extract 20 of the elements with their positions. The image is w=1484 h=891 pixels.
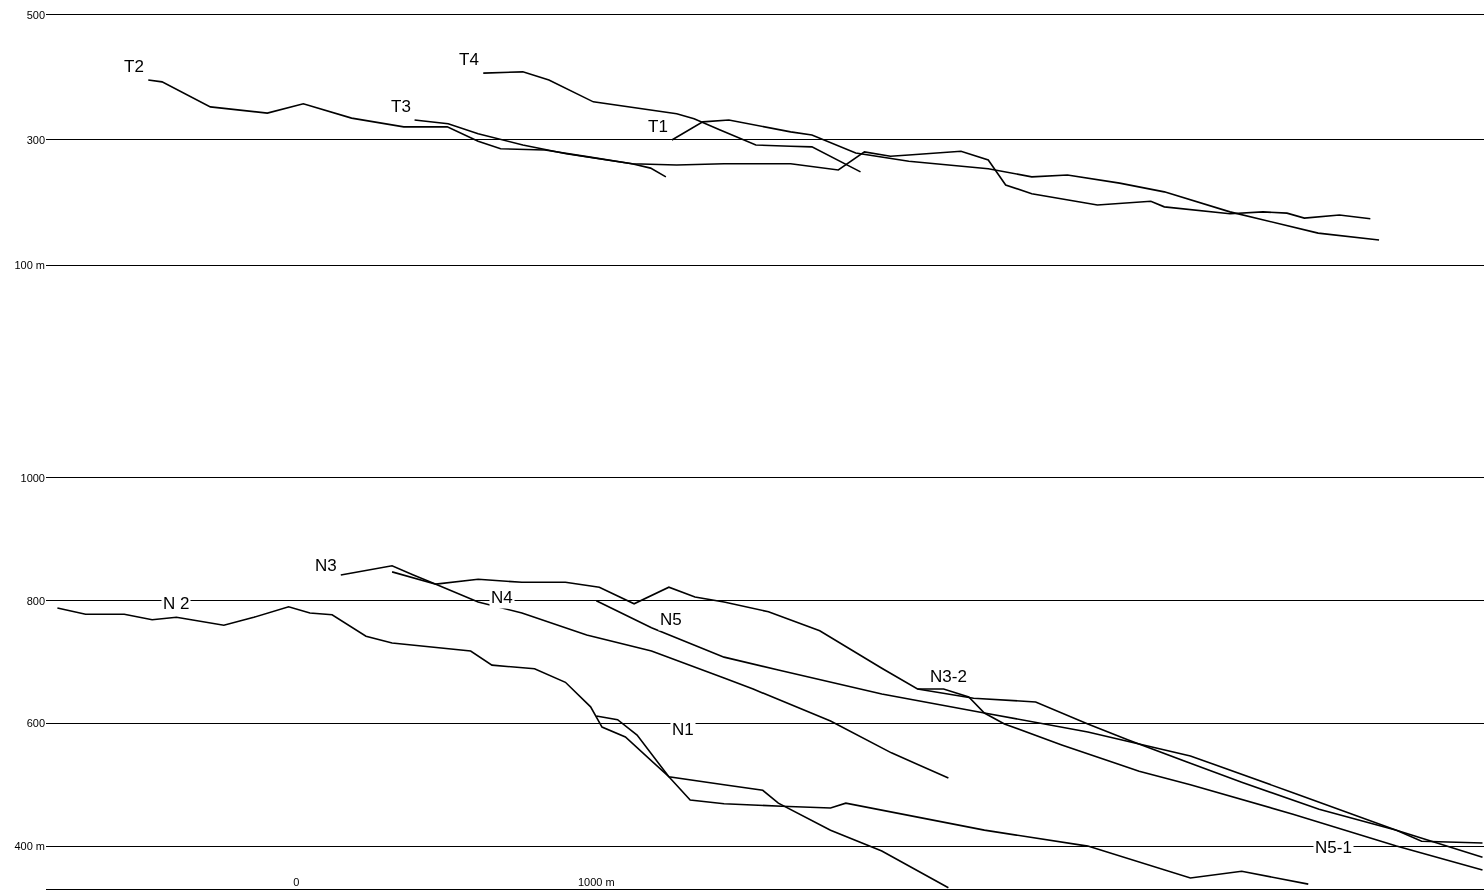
y-tick-label: 800 xyxy=(26,594,45,607)
annotation: N4 xyxy=(491,588,513,607)
y-tick-label: 600 xyxy=(26,717,45,730)
annotation: T4 xyxy=(459,50,479,69)
x-tick-label: 0 xyxy=(293,876,300,889)
x-tick-label: 1000 m xyxy=(577,876,615,889)
annotation: T2 xyxy=(124,57,144,76)
y-tick-label: 400 m xyxy=(14,839,45,852)
y-tick-label: 100 m xyxy=(14,258,45,271)
annotation: N 2 xyxy=(163,594,190,613)
annotation: T3 xyxy=(391,97,411,116)
annotation: T1 xyxy=(648,117,668,136)
y-tick-label: 500 xyxy=(26,8,45,21)
annotation: N3-2 xyxy=(930,667,967,686)
annotation: N5 xyxy=(660,610,682,629)
annotation: N5-1 xyxy=(1315,838,1352,857)
annotation: N3 xyxy=(315,556,337,575)
y-tick-label: 1000 xyxy=(20,471,45,484)
annotation: N1 xyxy=(672,720,694,739)
y-tick-label: 300 xyxy=(26,133,45,146)
